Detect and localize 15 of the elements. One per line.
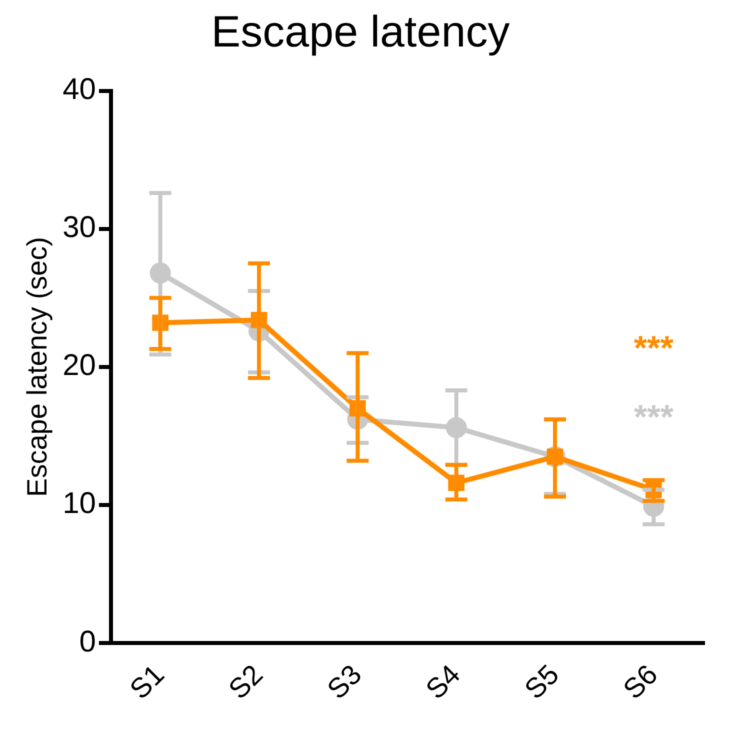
x-tick-label: S6 <box>617 658 664 705</box>
chart-title: Escape latency <box>211 8 510 57</box>
y-tick-label: 0 <box>79 625 96 658</box>
y-tick-label: 20 <box>62 349 96 382</box>
y-tick-label: 30 <box>62 211 96 244</box>
x-tick-label: S3 <box>321 658 368 705</box>
x-tick-label: S1 <box>124 658 170 705</box>
annotation: *** <box>634 330 674 368</box>
y-tick-label: 40 <box>62 73 96 106</box>
y-axis-title: Escape latency (sec) <box>22 236 53 497</box>
x-tick-label: S4 <box>420 658 466 705</box>
y-tick-label: 10 <box>62 487 96 520</box>
x-tick-label: S2 <box>222 658 269 705</box>
annotation: *** <box>634 398 674 437</box>
x-tick-label: S5 <box>518 658 565 705</box>
